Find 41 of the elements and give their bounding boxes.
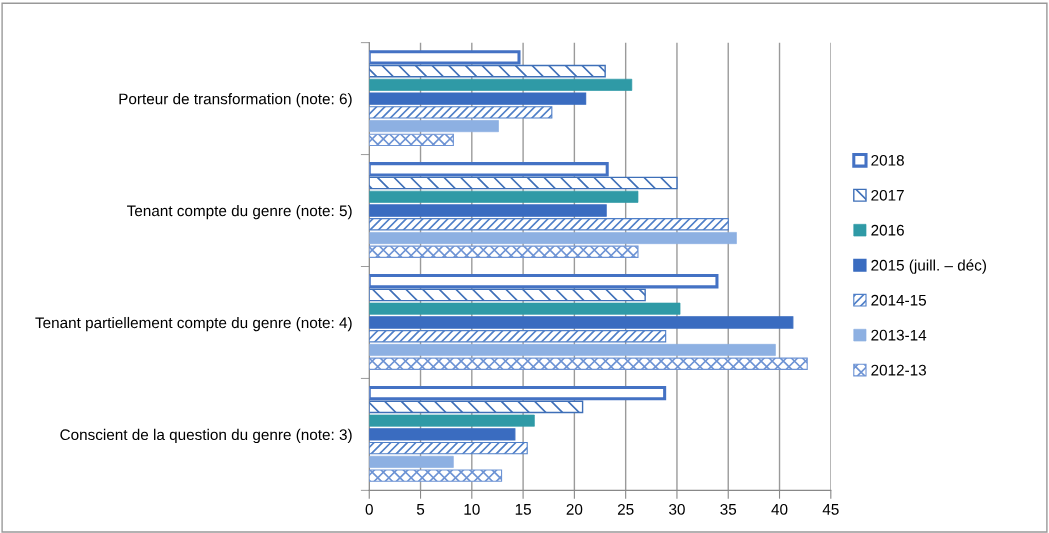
bar: [369, 133, 454, 147]
bar: [369, 455, 454, 468]
x-tick-label: 25: [617, 503, 634, 515]
bar: [369, 78, 633, 91]
legend-label: 2015 (juill. – déc): [871, 259, 986, 274]
bar: [369, 106, 553, 119]
x-tick-label: 20: [566, 503, 583, 515]
legend-label: 2016: [871, 224, 904, 236]
x-tick-label: 15: [515, 504, 531, 515]
y-tick-label: Porteur de transformation (note: 6): [119, 93, 352, 108]
bar: [369, 190, 639, 203]
bar: [369, 245, 639, 258]
legend-label: 2017: [871, 189, 904, 201]
bar: [369, 316, 794, 329]
bar: [369, 343, 776, 356]
bar: [369, 120, 499, 133]
y-tick-label: Tenant compte du genre (note: 5): [127, 205, 352, 220]
y-tick-label: Conscient de la question du genre (note: 3): [60, 428, 352, 444]
bar: [369, 414, 535, 427]
bar: [369, 204, 607, 217]
x-tick-label: 10: [464, 503, 480, 515]
x-tick-label: 45: [822, 504, 839, 515]
x-tick-label: 35: [720, 503, 737, 515]
bar: [369, 218, 729, 231]
x-tick-label: 30: [669, 503, 685, 515]
y-tick-label: Tenant partiellement compte du genre (note: 4): [35, 316, 352, 332]
bar: [369, 428, 516, 441]
x-tick-label: 5: [416, 504, 425, 515]
x-tick-label: 0: [365, 503, 373, 515]
legend-label: 2014-15: [871, 294, 927, 306]
x-tick-label: 40: [771, 503, 788, 515]
legend-label: 2013-14: [871, 329, 927, 341]
bar: [369, 302, 681, 315]
legend-label: 2012-13: [871, 364, 926, 376]
bar: [369, 357, 808, 370]
bar: [369, 92, 587, 105]
bar: [369, 469, 503, 482]
legend-label: 2018: [871, 154, 904, 166]
bar: [369, 232, 737, 245]
bar: [369, 330, 667, 343]
bar: [369, 441, 528, 455]
